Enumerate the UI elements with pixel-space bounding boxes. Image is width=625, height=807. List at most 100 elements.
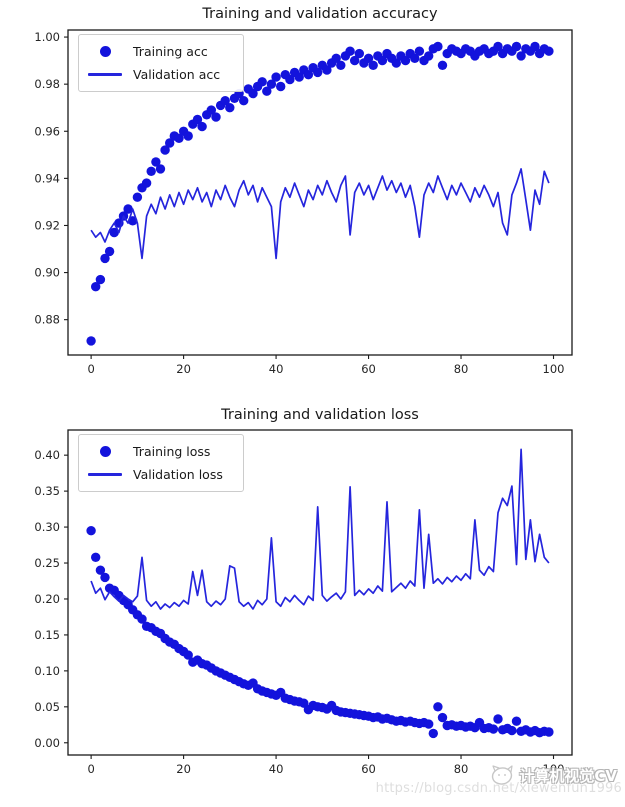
- data-point: [95, 274, 106, 285]
- data-point: [331, 53, 341, 63]
- data-point: [437, 712, 448, 723]
- data-point: [511, 41, 522, 52]
- data-point: [109, 227, 119, 238]
- data-point: [137, 614, 147, 624]
- data-point: [248, 88, 258, 99]
- training-acc-dot-marker-icon: [99, 46, 111, 57]
- accuracy-chart-canvas: 0 20 40 60 80 100 0.88 0.90 0.92 0.94 0.96 0.98 1.00: [34, 29, 573, 376]
- x-tick-label: 80: [454, 762, 469, 776]
- data-point: [433, 41, 443, 52]
- y-tick-label: 0.92: [34, 218, 60, 232]
- y-tick-label: 0.88: [34, 313, 60, 327]
- data-point: [493, 41, 503, 52]
- data-point: [132, 192, 143, 202]
- data-point: [91, 552, 101, 562]
- y-axis: 0.00 0.05 0.10 0.15 0.20 0.25 0.30 0.35 0.40: [34, 448, 68, 750]
- y-axis: 0.88 0.90 0.92 0.94 0.96 0.98 1.00: [34, 30, 68, 327]
- legend-item-validation-loss: Validation loss: [87, 463, 237, 486]
- accuracy-chart-title: Training and validation accuracy: [202, 6, 438, 22]
- data-point: [350, 55, 360, 66]
- data-point: [294, 72, 304, 82]
- legend-label-validation-acc: Validation acc: [133, 67, 221, 82]
- y-tick-label: 0.25: [34, 556, 60, 570]
- legend-label-training-loss: Training loss: [133, 444, 211, 459]
- y-tick-label: 0.20: [34, 592, 60, 606]
- line-series: [90, 448, 550, 610]
- x-tick-label: 100: [543, 762, 565, 776]
- data-point: [511, 716, 522, 726]
- data-point: [271, 72, 281, 82]
- data-point: [86, 336, 96, 346]
- data-point: [123, 204, 133, 214]
- scatter-series: [86, 41, 554, 346]
- training-loss-dot-marker-icon: [99, 446, 111, 457]
- data-point: [262, 86, 272, 96]
- data-point: [516, 51, 526, 61]
- x-axis: 0 20 40 60 80 100: [87, 355, 564, 376]
- legend-label-training-acc: Training acc: [133, 44, 208, 59]
- data-point: [299, 698, 309, 708]
- x-tick-label: 40: [269, 762, 284, 776]
- y-tick-label: 0.10: [34, 664, 60, 678]
- data-point: [322, 65, 332, 75]
- data-point: [544, 46, 554, 56]
- x-axis: 0 20 40 60 80 100: [87, 755, 564, 776]
- legend-item-training-acc: Training acc: [87, 40, 237, 63]
- data-point: [377, 55, 388, 66]
- watermark-brand: 计算机视觉CV: [489, 762, 617, 788]
- data-point: [104, 246, 115, 257]
- data-point: [165, 138, 175, 148]
- data-point: [336, 60, 346, 70]
- data-point: [86, 526, 96, 536]
- data-point: [391, 58, 401, 68]
- x-tick-label: 60: [361, 362, 376, 376]
- data-point: [303, 70, 314, 80]
- watermark-brand-text: 计算机视觉CV: [519, 766, 617, 785]
- y-tick-label: 0.40: [34, 448, 60, 462]
- data-point: [160, 145, 170, 155]
- data-point: [354, 48, 364, 59]
- x-tick-label: 80: [454, 362, 469, 376]
- data-point: [206, 105, 216, 115]
- plot-border: [67, 429, 573, 756]
- data-point: [220, 96, 230, 106]
- data-point: [493, 714, 503, 724]
- data-point: [363, 53, 374, 63]
- x-tick-label: 0: [87, 362, 94, 376]
- data-point: [91, 282, 101, 292]
- plot-border: [67, 29, 573, 356]
- line-series: [90, 168, 550, 260]
- legend-label-validation-loss: Validation loss: [133, 467, 223, 482]
- x-tick-label: 20: [176, 362, 191, 376]
- data-point: [410, 53, 420, 63]
- data-point: [437, 60, 448, 70]
- validation-acc-line-marker-icon: [88, 73, 122, 76]
- data-point: [488, 724, 499, 734]
- x-tick-label: 100: [543, 362, 565, 376]
- data-point: [183, 650, 193, 660]
- accuracy-legend: Training acc Validation acc: [78, 34, 244, 92]
- x-tick-label: 40: [269, 362, 284, 376]
- data-point: [174, 133, 184, 143]
- data-point: [433, 702, 443, 712]
- data-point: [197, 121, 207, 132]
- data-point: [285, 74, 295, 85]
- validation-loss-line-marker-icon: [88, 473, 122, 476]
- legend-item-training-loss: Training loss: [87, 440, 237, 463]
- loss-chart-title: Training and validation loss: [221, 407, 419, 423]
- data-point: [151, 157, 161, 167]
- loss-legend: Training loss Validation loss: [78, 434, 244, 492]
- y-tick-label: 0.94: [34, 171, 60, 185]
- data-point: [257, 77, 267, 87]
- y-tick-label: 0.98: [34, 77, 60, 91]
- data-point: [192, 114, 203, 125]
- y-tick-label: 0.00: [34, 736, 60, 750]
- watermark-url: https://blog.csdn.net/xiewenfun1996: [375, 781, 622, 796]
- data-point: [95, 565, 106, 575]
- data-point: [530, 41, 540, 52]
- watermark-logo-icon: [492, 765, 513, 785]
- data-point: [414, 46, 425, 56]
- data-point: [155, 164, 166, 174]
- data-point: [100, 253, 110, 264]
